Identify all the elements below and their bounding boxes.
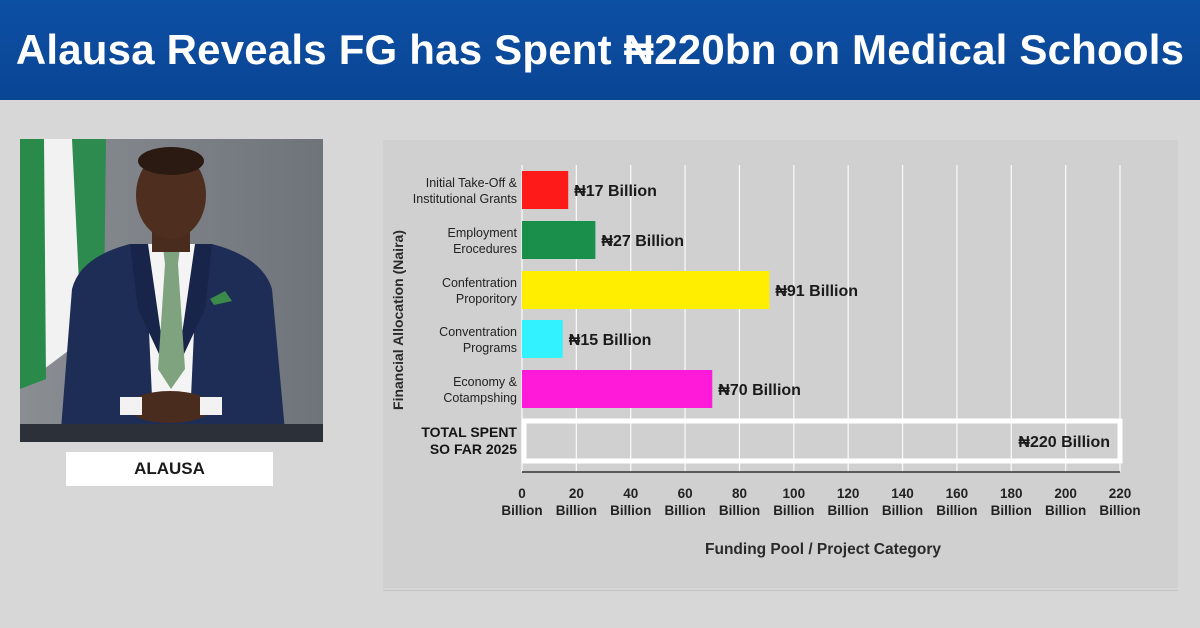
x-tick-label: 80 (732, 486, 747, 501)
person-portrait-illustration (20, 139, 323, 442)
chart-panel: Financial Allocation (Naira) Initial Take… (383, 140, 1178, 588)
x-tick-unit-label: Billion (556, 503, 597, 518)
bar (522, 370, 713, 408)
x-tick-unit-label: Billion (610, 503, 651, 518)
x-tick-unit-label: Billion (882, 503, 923, 518)
x-tick-unit-label: Billion (664, 503, 705, 518)
bar-value-label: ₦91 Billion (775, 283, 858, 300)
x-tick-label: 180 (1000, 486, 1023, 501)
x-tick-label: 60 (678, 486, 693, 501)
bar-value-label: ₦15 Billion (569, 332, 652, 349)
x-tick-unit-label: Billion (1045, 503, 1086, 518)
x-tick-unit-label: Billion (773, 503, 814, 518)
x-tick-unit-label: Billion (1099, 503, 1140, 518)
title-banner: Alausa Reveals FG has Spent ₦220bn on Me… (0, 0, 1200, 100)
bar-value-label: ₦17 Billion (574, 183, 657, 200)
tie (158, 247, 185, 389)
x-tick-unit-label: Billion (828, 503, 869, 518)
bar (522, 171, 569, 209)
bar-chart: Financial Allocation (Naira) Initial Take… (390, 165, 1141, 558)
page-title: Alausa Reveals FG has Spent ₦220bn on Me… (15, 26, 1185, 73)
category-label: Confentration (442, 276, 517, 290)
portrait-caption: ALAUSA (66, 452, 273, 486)
total-bar (521, 418, 1123, 464)
divider-line (383, 590, 1178, 591)
total-label: SO FAR 2025 (430, 441, 517, 457)
x-tick-unit-label: Billion (501, 503, 542, 518)
x-axis-title: Funding Pool / Project Category (705, 541, 941, 558)
x-tick-label: 220 (1109, 486, 1132, 501)
bar-value-label: ₦27 Billion (601, 233, 684, 250)
x-tick-label: 200 (1054, 486, 1077, 501)
x-tick-label: 120 (837, 486, 860, 501)
x-tick-label: 20 (569, 486, 584, 501)
bar (522, 271, 770, 309)
category-label: Institutional Grants (413, 192, 517, 206)
y-axis-title: Financial Allocation (Naira) (390, 230, 406, 410)
category-label: Economy & (453, 375, 518, 389)
category-label: Employment (448, 226, 518, 240)
total-value-label: ₦220 Billion (1018, 434, 1110, 451)
category-label: Proporitory (456, 292, 518, 306)
x-tick-label: 100 (783, 486, 806, 501)
bar (522, 320, 563, 358)
bar-value-label: ₦70 Billion (718, 382, 801, 399)
total-label: TOTAL SPENT (421, 424, 517, 440)
x-tick-unit-label: Billion (991, 503, 1032, 518)
x-tick-label: 0 (518, 486, 526, 501)
category-label: Programs (463, 341, 517, 355)
category-label: Initial Take-Off & (426, 176, 518, 190)
bar (522, 221, 596, 259)
category-label: Erocedures (453, 242, 517, 256)
category-label: Conventration (439, 325, 517, 339)
x-tick-unit-label: Billion (719, 503, 760, 518)
x-tick-unit-label: Billion (936, 503, 977, 518)
x-tick-label: 140 (891, 486, 914, 501)
x-tick-label: 40 (623, 486, 638, 501)
category-label: Cotampshing (443, 391, 517, 405)
portrait-photo (20, 139, 323, 442)
x-tick-label: 160 (946, 486, 969, 501)
head (136, 151, 206, 239)
